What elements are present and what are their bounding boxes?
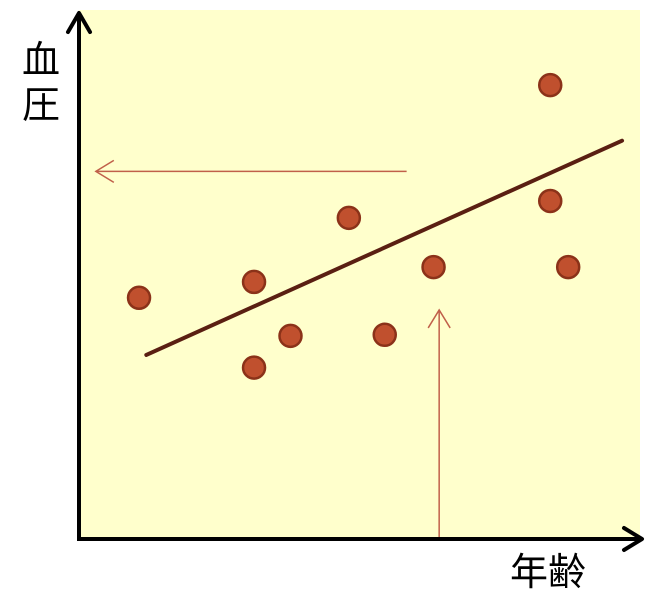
data-point-1 (241, 269, 267, 295)
data-point-9 (555, 254, 581, 280)
data-point-2 (241, 355, 267, 380)
data-point-5 (372, 322, 397, 348)
data-point-7 (537, 72, 563, 98)
y-axis-label-char-2: 圧 (22, 83, 61, 127)
data-points (126, 72, 581, 380)
annotation-arrowhead-left-1 (94, 159, 115, 183)
x-axis-label: 年齢 (510, 550, 587, 594)
annotation-arrowhead-up-0 (427, 308, 451, 329)
trend-line (144, 138, 625, 357)
y-axis-arrowhead (66, 11, 92, 34)
annotation-arrows (94, 159, 451, 539)
y-axis-label-char-1: 血 (22, 38, 61, 82)
data-point-3 (278, 323, 303, 349)
plot-area (79, 10, 640, 539)
x-axis-arrowhead (622, 526, 644, 552)
data-point-6 (421, 254, 446, 280)
trend-line-group (144, 138, 625, 357)
data-point-8 (537, 188, 563, 214)
axes (66, 11, 644, 552)
data-point-0 (126, 285, 152, 311)
data-point-4 (336, 205, 362, 231)
